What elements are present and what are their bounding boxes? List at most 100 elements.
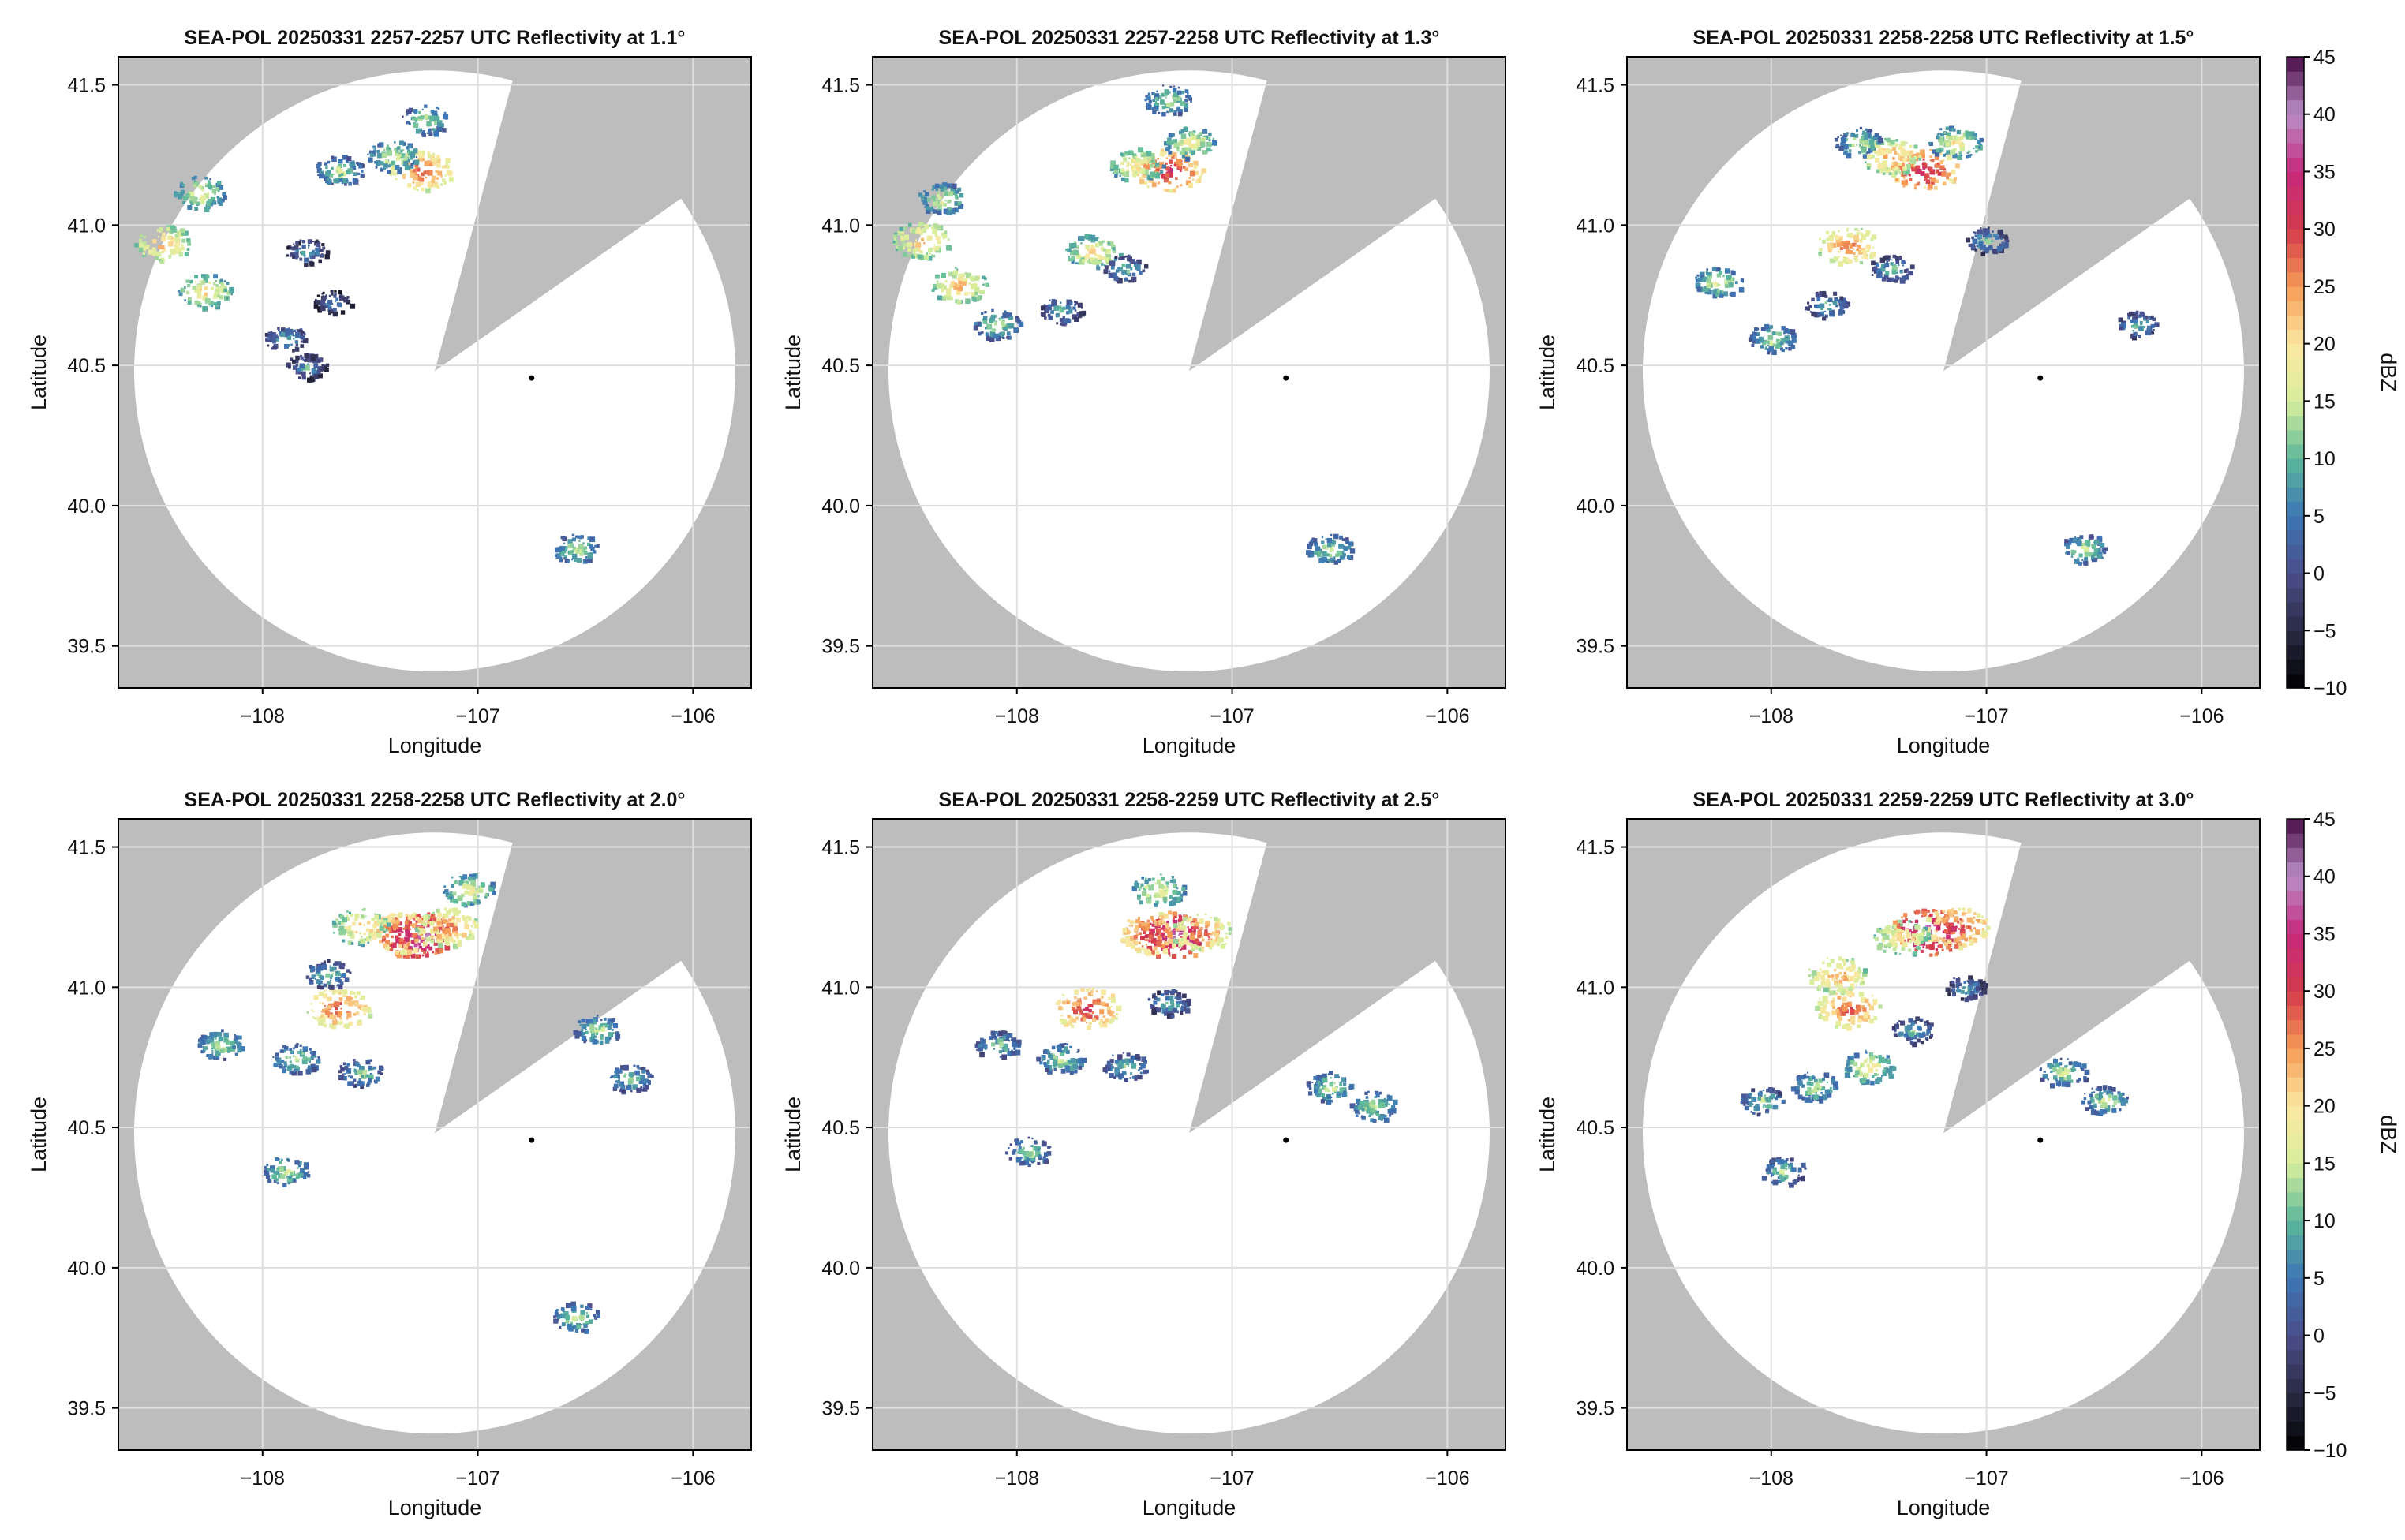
echo-pixel: [1974, 137, 1977, 140]
echo-pixel: [338, 1070, 342, 1074]
echo-pixel: [1200, 936, 1203, 939]
echo-pixel: [1173, 923, 1178, 929]
echo-pixel: [1985, 247, 1990, 252]
echo-pixel: [593, 1316, 598, 1320]
echo-pixel: [297, 1058, 300, 1061]
echo-pixel: [1876, 154, 1879, 156]
echo-pixel: [1164, 93, 1168, 97]
echo-pixel: [204, 292, 208, 297]
echo-pixel: [1986, 230, 1990, 234]
echo-pixel: [236, 1042, 242, 1048]
echo-pixel: [1862, 154, 1867, 159]
echo-pixel: [929, 224, 931, 227]
echo-pixel: [1856, 248, 1859, 252]
echo-pixel: [275, 1157, 279, 1161]
echo-pixel: [1131, 923, 1134, 925]
echo-pixel: [1092, 987, 1095, 990]
echo-pixel: [198, 301, 201, 304]
echo-pixel: [457, 910, 462, 914]
echo-pixel: [395, 921, 399, 925]
echo-pixel: [1877, 163, 1883, 170]
echo-pixel: [1054, 299, 1057, 302]
echo-pixel: [1120, 152, 1124, 156]
echo-pixel: [406, 949, 413, 955]
echo-pixel: [949, 284, 953, 289]
echo-pixel: [1096, 1000, 1102, 1006]
echo-pixel: [336, 985, 338, 987]
echo-pixel: [1885, 271, 1890, 275]
echo-pixel: [1816, 304, 1820, 308]
echo-pixel: [1089, 987, 1091, 990]
echo-pixel: [1196, 146, 1202, 151]
echo-pixel: [1846, 227, 1849, 230]
echo-pixel: [1767, 335, 1774, 340]
echo-pixel: [1897, 152, 1900, 155]
echo-pixel: [420, 115, 425, 120]
echo-pixel: [1094, 258, 1097, 260]
echo-pixel: [466, 901, 472, 906]
y-tick-label: 41.0: [1576, 215, 1614, 237]
echo-pixel: [341, 171, 346, 177]
echo-pixel: [1906, 155, 1909, 159]
echo-pixel: [1751, 344, 1755, 348]
echo-pixel: [271, 337, 276, 342]
echo-pixel: [956, 284, 960, 288]
echo-pixel: [1346, 540, 1349, 544]
echo-pixel: [452, 932, 455, 935]
echo-pixel: [1911, 166, 1917, 172]
echo-pixel: [1146, 893, 1150, 898]
echo-pixel: [1191, 926, 1195, 929]
echo-pixel: [410, 923, 413, 927]
echo-pixel: [925, 192, 929, 196]
echo-pixel: [160, 250, 164, 253]
echo-pixel: [1871, 136, 1876, 141]
echo-pixel: [1887, 167, 1889, 170]
echo-pixel: [1150, 159, 1154, 163]
echo-pixel: [283, 1061, 287, 1065]
echo-pixel: [1060, 1060, 1064, 1063]
panel-title: SEA-POL 20250331 2257-2257 UTC Reflectiv…: [185, 27, 686, 49]
echo-pixel: [316, 358, 321, 364]
echo-pixel: [947, 200, 951, 204]
echo-pixel: [343, 297, 349, 303]
echo-pixel: [302, 1046, 309, 1052]
echo-pixel: [1196, 941, 1202, 947]
echo-pixel: [937, 211, 942, 215]
echo-pixel: [142, 247, 147, 252]
echo-pixel: [473, 923, 479, 929]
echo-pixel: [1934, 186, 1938, 190]
echo-pixel: [1187, 926, 1189, 929]
echo-pixel: [1100, 246, 1105, 250]
echo-pixel: [1704, 286, 1707, 289]
echo-pixel: [561, 548, 567, 554]
x-tick-label: −108: [995, 705, 1039, 727]
echo-cell: [414, 907, 479, 950]
echo-pixel: [557, 1314, 561, 1318]
echo-pixel: [1217, 925, 1221, 929]
echo-pixel: [1942, 159, 1945, 162]
echo-pixel: [305, 975, 310, 979]
echo-pixel: [334, 290, 337, 293]
echo-pixel: [1157, 163, 1159, 165]
echo-pixel: [304, 332, 306, 335]
echo-pixel: [312, 1016, 315, 1019]
echo-pixel: [1202, 129, 1208, 134]
echo-pixel: [1180, 921, 1184, 925]
echo-pixel: [1183, 151, 1188, 155]
echo-pixel: [1135, 940, 1138, 944]
echo-pixel: [1147, 92, 1151, 95]
echo-pixel: [1883, 166, 1888, 172]
echo-pixel: [461, 902, 466, 907]
echo-pixel: [435, 170, 437, 173]
echo-pixel: [1188, 928, 1193, 933]
echo-pixel: [387, 922, 391, 927]
echo-pixel: [301, 1175, 304, 1178]
echo-pixel: [398, 921, 401, 925]
echo-pixel: [375, 938, 377, 940]
echo-pixel: [340, 310, 346, 315]
echo-pixel: [593, 1018, 597, 1021]
echo-pixel: [2093, 551, 2096, 555]
echo-pixel: [316, 979, 321, 985]
echo-pixel: [1130, 1056, 1134, 1060]
echo-pixel: [275, 1172, 277, 1175]
